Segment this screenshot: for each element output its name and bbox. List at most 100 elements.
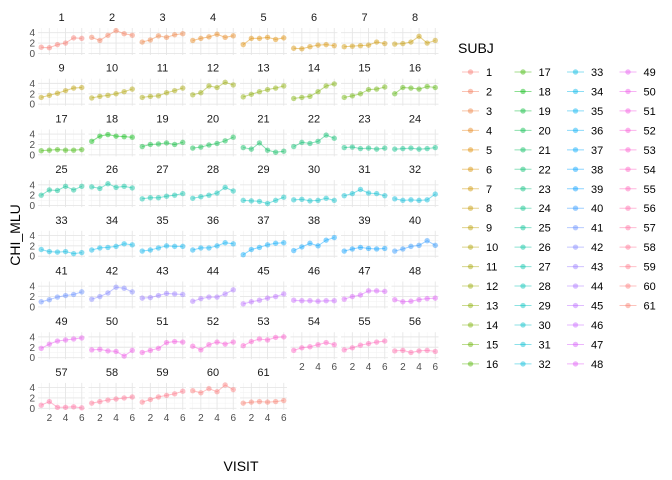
data-point — [129, 289, 135, 295]
facet-panel-19: 19 — [139, 113, 186, 157]
data-point — [147, 294, 154, 301]
facet-strip-label: 24 — [409, 113, 421, 125]
data-point — [46, 398, 53, 405]
series-line-39 — [344, 246, 385, 252]
data-point — [349, 43, 356, 49]
facet-panel-1: 1 024 — [29, 12, 85, 60]
series-line-19 — [142, 141, 183, 148]
data-point — [139, 39, 145, 45]
series-line-8 — [394, 35, 436, 45]
legend-item-22: 22 — [514, 164, 551, 176]
data-point — [105, 92, 111, 99]
legend-item-57: 57 — [619, 223, 656, 235]
panel-background — [38, 382, 85, 410]
legend-item-26: 26 — [514, 242, 551, 254]
facet-strip-label: 40 — [409, 215, 421, 227]
data-point — [163, 34, 170, 41]
panel-background — [38, 129, 85, 157]
data-point — [248, 198, 255, 204]
data-point — [54, 249, 61, 255]
legend-item-49: 49 — [619, 67, 656, 79]
data-point — [256, 198, 263, 205]
legend-item-25: 25 — [514, 223, 551, 235]
data-point — [113, 396, 119, 402]
legend-item-1: 1 — [462, 67, 492, 79]
data-point — [113, 91, 119, 97]
facet-panel-25: 25 024 — [29, 164, 85, 212]
data-point — [230, 339, 236, 345]
facet-strip-label: 16 — [409, 63, 421, 75]
data-point — [248, 299, 255, 305]
data-point — [230, 134, 236, 140]
legend-item-27: 27 — [514, 262, 551, 274]
facet-panel-46: 46 — [290, 266, 338, 309]
legend-item-7: 7 — [462, 184, 492, 196]
data-point — [382, 288, 388, 295]
legend-label: 34 — [591, 86, 603, 98]
series-line-4 — [192, 33, 234, 41]
x-tick-label: 6 — [79, 413, 85, 424]
data-point — [105, 181, 111, 187]
x-tick-label: 2 — [148, 413, 154, 424]
series-line-25 — [40, 185, 82, 196]
data-point — [299, 46, 305, 52]
data-point — [432, 242, 438, 249]
legend-label: 53 — [644, 145, 656, 157]
y-tick-label: 4 — [29, 28, 35, 39]
x-tick-label: 4 — [113, 413, 119, 424]
facet-panel-28: 28 — [189, 164, 237, 208]
data-point — [331, 341, 337, 348]
legend-key-point — [625, 88, 631, 95]
data-point — [171, 32, 178, 38]
facet-panel-17: 17 024 — [29, 113, 85, 161]
legend-label: 15 — [486, 339, 498, 351]
facet-strip-label: 38 — [308, 215, 320, 227]
legend-key-point — [572, 302, 579, 309]
data-point — [230, 287, 236, 293]
y-tick-label: 2 — [29, 343, 35, 354]
panel-background — [290, 78, 338, 106]
facet-panel-54: 54 2 4 6 — [290, 316, 338, 373]
facet-panel-39: 39 — [341, 215, 388, 258]
data-point — [79, 183, 85, 190]
legend-key-point — [467, 147, 474, 153]
legend-key-point — [572, 224, 579, 231]
legend-label: 36 — [591, 125, 603, 137]
y-tick-label: 2 — [29, 393, 35, 404]
data-point — [281, 148, 287, 154]
data-point — [424, 40, 430, 46]
legend-label: 41 — [591, 223, 603, 235]
data-point — [222, 79, 228, 86]
panel-background — [290, 129, 338, 157]
legend-label: 45 — [591, 301, 603, 313]
data-point — [139, 196, 145, 202]
data-point — [281, 194, 287, 200]
data-point — [113, 243, 119, 250]
data-point — [400, 40, 406, 47]
data-point — [240, 400, 246, 406]
data-point — [190, 387, 196, 394]
data-point — [307, 93, 313, 100]
data-point — [331, 81, 337, 87]
legend-item-52: 52 — [619, 125, 656, 137]
data-point — [256, 244, 263, 251]
series-line-32 — [394, 193, 436, 201]
facet-panel-21: 21 — [240, 113, 287, 157]
data-point — [281, 83, 287, 89]
data-point — [382, 40, 388, 47]
data-point — [365, 340, 372, 347]
data-point — [70, 85, 77, 91]
data-point — [222, 341, 228, 347]
x-tick-label: 6 — [129, 413, 135, 424]
series-line-43 — [142, 292, 183, 299]
legend-item-28: 28 — [514, 281, 551, 293]
legend-item-19: 19 — [514, 106, 551, 118]
data-point — [155, 33, 162, 39]
data-point — [89, 95, 95, 101]
series-line-51 — [142, 341, 183, 353]
data-point — [240, 197, 246, 204]
data-point — [416, 86, 422, 92]
data-point — [222, 382, 228, 388]
series-line-15 — [344, 86, 385, 98]
data-point — [38, 94, 44, 101]
